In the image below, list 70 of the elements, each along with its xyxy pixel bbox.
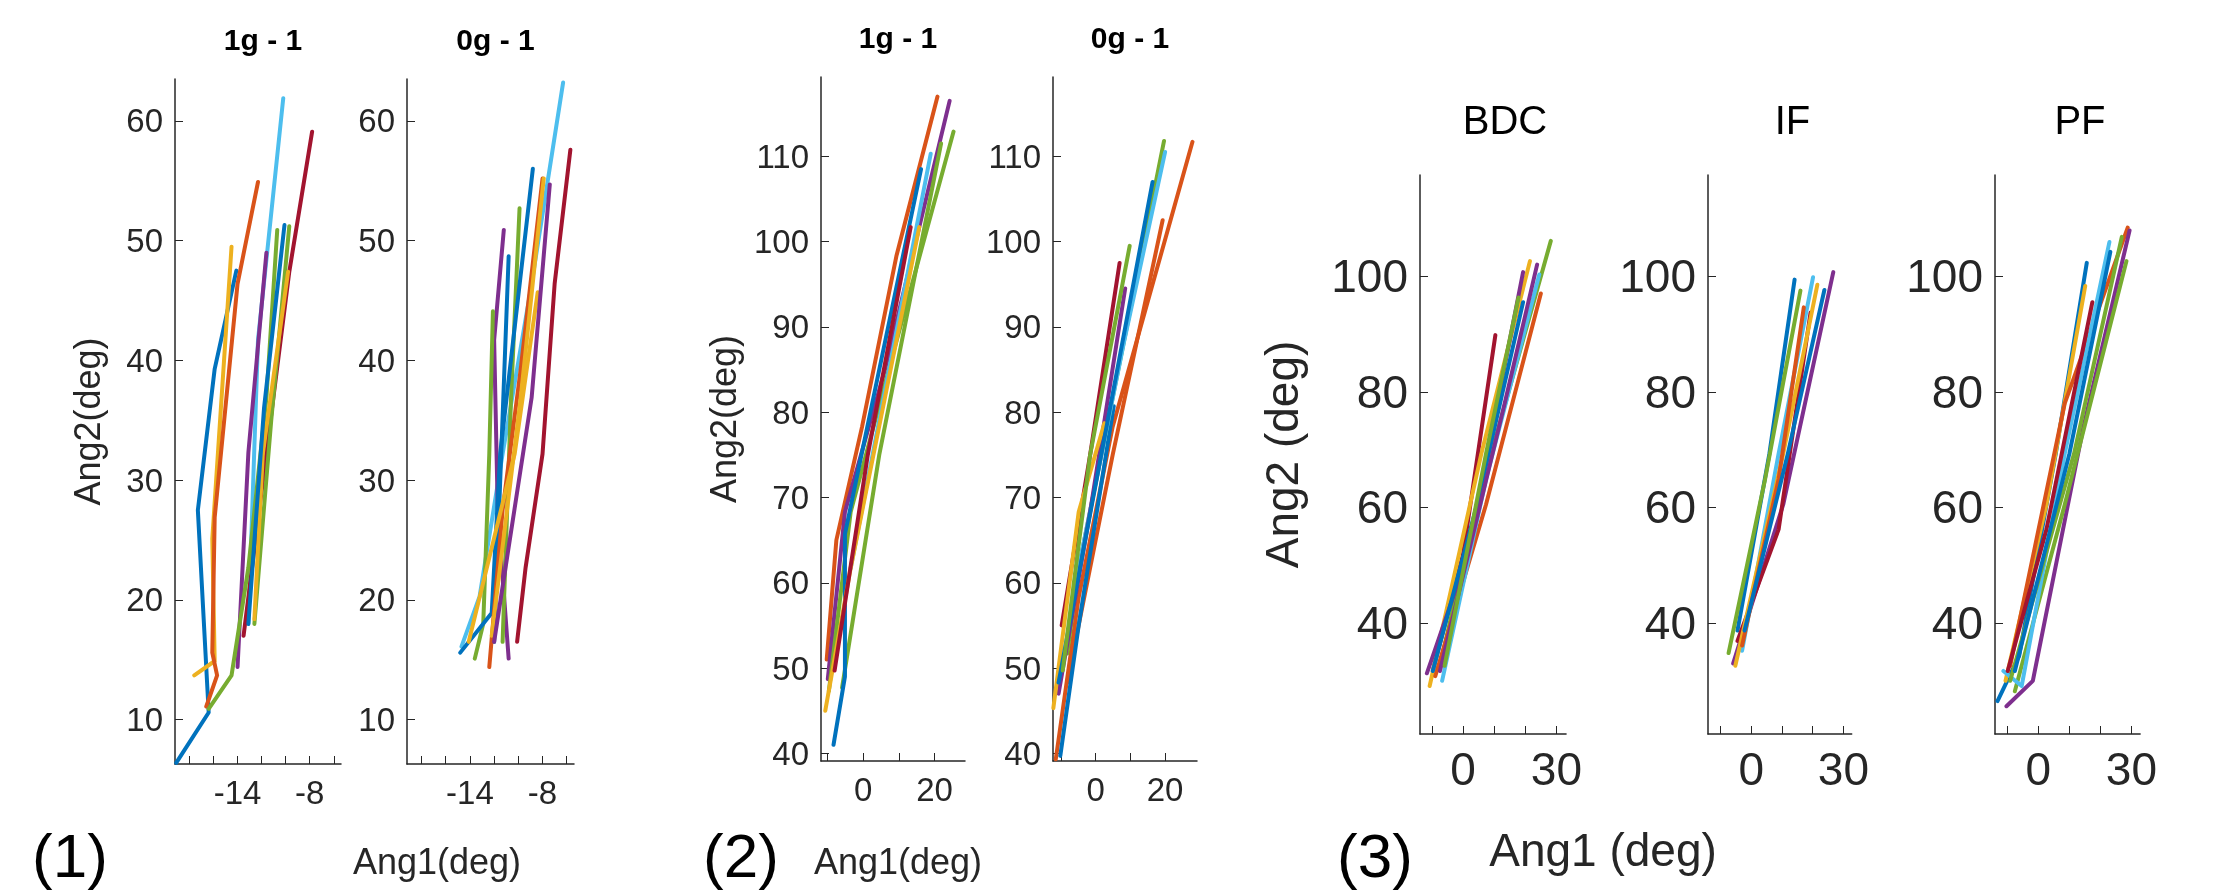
y-axis-title: Ang2(deg): [702, 334, 744, 504]
y-tick-label: 80: [1644, 365, 1696, 418]
y-tick-label: 40: [126, 341, 163, 379]
x-tick-label: 30: [1817, 743, 1869, 795]
y-tick-label: 110: [756, 137, 809, 175]
y-tick-label: 50: [126, 222, 163, 260]
y-tick-label: 80: [772, 393, 809, 431]
y-tick-label: 80: [1356, 365, 1408, 418]
x-tick-label: 30: [2105, 743, 2157, 795]
x-tick-label: 0: [2025, 743, 2052, 795]
y-tick-label: 80: [1004, 393, 1041, 431]
x-tick-label: -14: [446, 774, 494, 811]
y-tick-label: 90: [1004, 308, 1041, 346]
y-tick-label: 60: [1356, 481, 1408, 534]
x-tick-label: -8: [295, 774, 325, 811]
y-tick-label: 10: [126, 701, 163, 739]
x-tick-label: -8: [527, 774, 558, 811]
y-tick-label: 50: [358, 222, 395, 260]
y-tick-label: 40: [1356, 597, 1408, 650]
y-tick-label: 100: [1331, 250, 1408, 303]
y-axis-title: Ang2 (deg): [1256, 340, 1308, 569]
y-tick-label: 40: [1004, 734, 1041, 772]
y-tick-label: 100: [1906, 250, 1983, 303]
x-axis-title: Ang1(deg): [813, 841, 983, 883]
y-tick-label: 50: [772, 649, 809, 687]
y-tick-label: 40: [1931, 597, 1983, 650]
x-tick-label: 20: [916, 771, 953, 808]
y-tick-label: 20: [126, 581, 163, 619]
y-tick-label: 20: [358, 581, 395, 619]
text: (2): [703, 819, 779, 891]
y-tick-label: 40: [358, 341, 395, 379]
y-tick-label: 30: [358, 461, 395, 499]
chart-title: PF: [2054, 98, 2106, 142]
text: (1): [32, 819, 108, 891]
x-tick-label: 0: [1086, 771, 1105, 808]
x-tick-label: 0: [853, 771, 873, 808]
y-tick-label: 100: [985, 223, 1041, 261]
y-tick-label: 50: [1004, 649, 1041, 687]
chart-title: 0g - 1: [456, 22, 535, 56]
chart-title: BDC: [1462, 98, 1548, 142]
y-tick-label: 10: [358, 701, 395, 739]
y-tick-label: 60: [772, 564, 809, 602]
x-tick-label: -14: [213, 774, 262, 811]
y-tick-label: 70: [1004, 478, 1041, 516]
x-tick-label: 30: [1530, 743, 1582, 795]
y-axis-title: Ang2(deg): [66, 337, 108, 506]
y-tick-label: 40: [1644, 597, 1696, 650]
chart-title: 0g - 1: [1090, 20, 1170, 54]
y-tick-label: 60: [1644, 481, 1696, 534]
chart-title: 1g - 1: [223, 22, 303, 56]
y-tick-label: 90: [772, 308, 809, 346]
x-axis-title: Ang1(deg): [352, 841, 522, 883]
y-tick-label: 40: [772, 734, 809, 772]
y-tick-label: 60: [358, 102, 395, 140]
y-tick-label: 60: [1931, 481, 1983, 534]
chart-title: IF: [1774, 98, 1811, 142]
y-tick-label: 110: [988, 137, 1041, 175]
chart-title: 1g - 1: [858, 20, 938, 54]
x-tick-label: 0: [1738, 743, 1765, 795]
y-tick-label: 70: [772, 478, 809, 516]
x-tick-label: 0: [1450, 743, 1476, 795]
text: (3): [1337, 819, 1413, 891]
y-tick-label: 100: [1619, 250, 1696, 303]
y-tick-label: 30: [126, 461, 163, 499]
x-tick-label: 20: [1146, 771, 1184, 808]
x-axis-title: Ang1 (deg): [1489, 823, 1717, 877]
y-tick-label: 80: [1931, 365, 1983, 418]
y-tick-label: 60: [1004, 564, 1041, 602]
y-tick-label: 100: [753, 223, 809, 261]
y-tick-label: 60: [126, 102, 163, 140]
